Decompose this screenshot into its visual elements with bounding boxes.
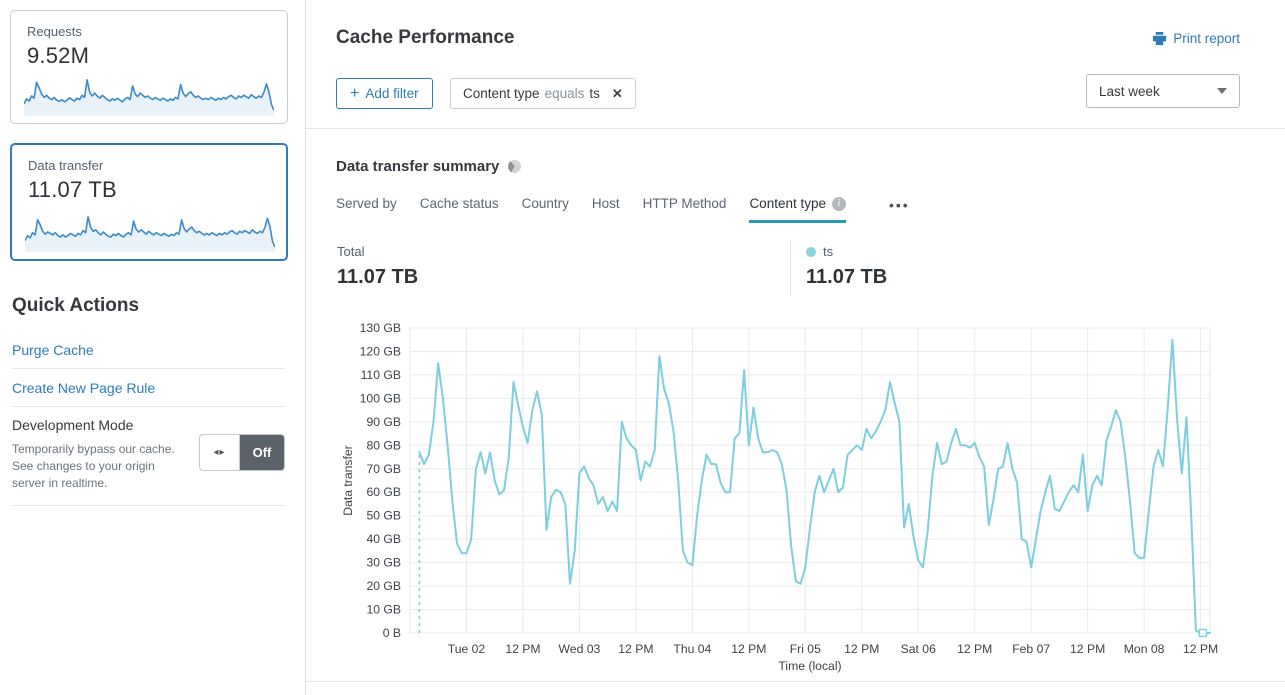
svg-text:50 GB: 50 GB xyxy=(366,509,401,523)
svg-text:120 GB: 120 GB xyxy=(360,344,401,358)
svg-text:40 GB: 40 GB xyxy=(366,532,401,546)
create-page-rule-link[interactable]: Create New Page Rule xyxy=(12,380,156,396)
data-transfer-card-label: Data transfer xyxy=(28,158,104,173)
svg-text:12 PM: 12 PM xyxy=(1183,642,1218,656)
total-label: Total xyxy=(337,244,365,259)
stats-separator xyxy=(790,240,791,295)
svg-text:110 GB: 110 GB xyxy=(361,368,401,382)
sidebar-divider xyxy=(12,368,285,369)
svg-text:Mon 08: Mon 08 xyxy=(1124,642,1165,656)
toggle-arrows-icon: ◂▸ xyxy=(200,435,240,470)
data-transfer-sparkline-chart xyxy=(25,216,275,252)
add-filter-button[interactable]: + Add filter xyxy=(336,78,433,109)
tab-label: Served by xyxy=(336,196,397,211)
plus-icon: + xyxy=(350,84,360,102)
requests-card-label: Requests xyxy=(27,24,82,39)
print-report-link[interactable]: Print report xyxy=(1152,31,1240,46)
toggle-off-label: Off xyxy=(240,435,284,470)
summary-title-label: Data transfer summary xyxy=(336,158,500,175)
sidebar-divider xyxy=(12,505,285,506)
development-mode-toggle[interactable]: ◂▸ Off xyxy=(199,434,285,471)
printer-icon xyxy=(1152,31,1167,46)
svg-text:20 GB: 20 GB xyxy=(366,579,401,593)
data-transfer-metric-card[interactable]: Data transfer 11.07 TB xyxy=(10,143,288,261)
svg-text:12 PM: 12 PM xyxy=(505,642,540,656)
svg-text:70 GB: 70 GB xyxy=(366,462,401,476)
svg-text:80 GB: 80 GB xyxy=(366,438,401,452)
svg-text:130 GB: 130 GB xyxy=(360,321,401,335)
svg-text:Tue 02: Tue 02 xyxy=(448,642,486,656)
tabs-more-button[interactable]: ••• xyxy=(889,197,910,213)
legend-series-label: ts xyxy=(823,244,834,259)
sidebar: Requests 9.52M Data transfer 11.07 TB Qu… xyxy=(0,0,306,695)
header-divider xyxy=(306,128,1285,129)
requests-metric-card[interactable]: Requests 9.52M xyxy=(10,10,288,124)
time-range-value: Last week xyxy=(1099,83,1160,99)
tab-label: Country xyxy=(521,196,569,211)
legend-dot-icon xyxy=(806,246,816,257)
page-title: Cache Performance xyxy=(336,27,515,48)
tab-served-by[interactable]: Served by xyxy=(336,196,397,220)
svg-text:12 PM: 12 PM xyxy=(844,642,879,656)
svg-text:Thu 04: Thu 04 xyxy=(673,642,711,656)
print-report-label: Print report xyxy=(1173,31,1240,46)
content-type-filter-chip[interactable]: Content type equals ts ✕ xyxy=(450,78,636,109)
svg-text:Feb 07: Feb 07 xyxy=(1012,642,1050,656)
tab-label: Host xyxy=(591,196,620,211)
time-range-select[interactable]: Last week xyxy=(1086,74,1240,108)
svg-text:30 GB: 30 GB xyxy=(366,556,401,570)
total-value: 11.07 TB xyxy=(337,266,419,288)
requests-card-value: 9.52M xyxy=(27,43,90,68)
summary-section-title: Data transfer summary xyxy=(336,158,522,175)
data-transfer-time-series-chart[interactable]: 130 GB 120 GB 110 GB 100 GB 90 GB 80 GB 70 GB 6… xyxy=(336,312,1226,682)
svg-text:Sat 06: Sat 06 xyxy=(901,642,936,656)
development-mode-title: Development Mode xyxy=(12,417,134,433)
tab-label: HTTP Method xyxy=(642,196,727,211)
info-icon[interactable]: i xyxy=(832,196,846,211)
purge-cache-link[interactable]: Purge Cache xyxy=(12,342,94,358)
svg-text:Time (local): Time (local) xyxy=(778,659,841,673)
svg-text:12 PM: 12 PM xyxy=(957,642,992,656)
sidebar-divider xyxy=(12,406,285,407)
remove-filter-icon[interactable]: ✕ xyxy=(611,85,623,101)
chevron-down-icon xyxy=(1217,88,1227,94)
tab-host[interactable]: Host xyxy=(592,196,620,220)
dimension-tabs: Served by Cache status Country Host HTTP Met… xyxy=(336,196,910,223)
legend-series-value: 11.07 TB xyxy=(806,266,888,288)
development-mode-description: Temporarily bypass our cache. See change… xyxy=(12,442,175,490)
series-legend: ts xyxy=(806,244,833,259)
tab-content-type[interactable]: Content type i xyxy=(749,196,846,223)
tab-label: Content type xyxy=(749,196,826,211)
svg-text:Data transfer: Data transfer xyxy=(341,445,355,515)
tab-country[interactable]: Country xyxy=(522,196,569,220)
svg-text:90 GB: 90 GB xyxy=(366,415,401,429)
svg-text:0 B: 0 B xyxy=(383,626,401,640)
tab-cache-status[interactable]: Cache status xyxy=(420,196,499,220)
pie-chart-icon xyxy=(508,160,522,173)
tab-http-method[interactable]: HTTP Method xyxy=(643,196,727,220)
filter-value: ts xyxy=(589,86,600,101)
filter-field: Content type xyxy=(463,86,540,101)
svg-text:12 PM: 12 PM xyxy=(618,642,653,656)
svg-text:Wed 03: Wed 03 xyxy=(559,642,601,656)
svg-text:12 PM: 12 PM xyxy=(731,642,766,656)
quick-actions-title: Quick Actions xyxy=(12,295,140,316)
svg-text:Fri 05: Fri 05 xyxy=(790,642,821,656)
svg-text:100 GB: 100 GB xyxy=(360,391,401,405)
add-filter-label: Add filter xyxy=(365,86,419,101)
bottom-divider xyxy=(306,681,1285,682)
svg-text:12 PM: 12 PM xyxy=(1070,642,1105,656)
filter-operator: equals xyxy=(544,86,585,101)
svg-text:10 GB: 10 GB xyxy=(366,603,401,617)
tab-label: Cache status xyxy=(419,196,499,211)
svg-text:60 GB: 60 GB xyxy=(366,485,401,499)
requests-sparkline-chart xyxy=(24,78,274,116)
data-transfer-card-value: 11.07 TB xyxy=(28,177,117,202)
